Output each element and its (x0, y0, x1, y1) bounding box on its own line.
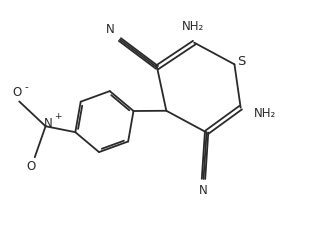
Text: N: N (106, 23, 115, 36)
Text: O: O (26, 160, 36, 173)
Text: NH₂: NH₂ (182, 20, 204, 33)
Text: NH₂: NH₂ (254, 107, 276, 120)
Text: -: - (24, 82, 28, 92)
Text: +: + (53, 112, 61, 121)
Text: O: O (12, 86, 21, 99)
Text: S: S (237, 55, 245, 68)
Text: N: N (44, 117, 53, 130)
Text: N: N (199, 184, 208, 197)
